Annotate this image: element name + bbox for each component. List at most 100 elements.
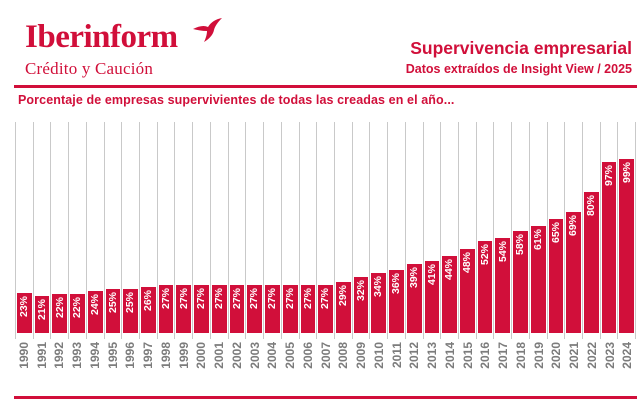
x-axis-label: 2020: [549, 342, 564, 369]
bar-2022: 80%: [584, 192, 599, 333]
x-axis-cell: 1998: [157, 342, 175, 392]
bar-2004: 27%: [265, 285, 280, 333]
chart-column-1992: 22%: [50, 122, 68, 333]
bar-value-label: 48%: [461, 252, 474, 274]
chart-column-2005: 27%: [280, 122, 299, 333]
x-axis-label: 2019: [531, 342, 546, 369]
x-axis-cell: 1991: [33, 342, 51, 392]
bar-2011: 36%: [389, 270, 404, 333]
x-axis-label: 2017: [496, 342, 511, 369]
axis-tick: [369, 333, 387, 339]
axis-tick: [50, 333, 68, 339]
x-axis-label: 1996: [123, 342, 138, 369]
bar-1991: 21%: [34, 296, 50, 333]
axis-tick: [103, 333, 122, 339]
axis-tick: [351, 333, 370, 339]
x-axis-label: 2014: [442, 342, 457, 369]
bar-2001: 27%: [211, 285, 227, 333]
chart-title: Porcentaje de empresas supervivientes de…: [18, 93, 455, 107]
bar-value-label: 23%: [18, 296, 31, 318]
chart-column-2020: 65%: [546, 122, 565, 333]
bar-1996: 25%: [123, 289, 139, 333]
axis-tick: [528, 333, 547, 339]
x-axis-cell: 2021: [565, 342, 583, 392]
chart-column-1995: 25%: [103, 122, 122, 333]
bar-value-label: 32%: [354, 280, 367, 302]
axis-tick: [422, 333, 441, 339]
axis-tick: [32, 333, 51, 339]
bar-2015: 48%: [459, 249, 475, 333]
axis-tick: [174, 333, 192, 339]
axis-tick: [156, 333, 175, 339]
x-axis-label: 2018: [513, 342, 528, 369]
x-axis-cell: 2020: [548, 342, 566, 392]
bar-value-label: 27%: [301, 288, 314, 310]
bar-value-label: 27%: [213, 288, 226, 310]
chart-column-1991: 21%: [32, 122, 51, 333]
bar-2024: 99%: [619, 159, 635, 333]
x-axis-label: 2011: [389, 342, 404, 369]
axis-tick: [599, 333, 618, 339]
chart-column-2024: 99%: [617, 122, 635, 333]
page-title: Supervivencia empresarial: [410, 38, 632, 58]
datasource-label: Datos extraídos de Insight View / 2025: [405, 62, 632, 77]
bar-1997: 26%: [141, 287, 156, 333]
bar-1998: 27%: [158, 285, 174, 333]
x-axis-label: 1994: [87, 342, 102, 369]
bar-value-label: 21%: [35, 299, 48, 321]
axis-tick: [546, 333, 565, 339]
brand-subbrand: Crédito y Caución: [25, 59, 154, 78]
chart-column-2010: 34%: [369, 122, 387, 333]
axis-tick: [209, 333, 228, 339]
chart-column-1994: 24%: [85, 122, 104, 333]
x-axis-label: 2010: [371, 342, 386, 369]
axis-tick: [245, 333, 263, 339]
axis-tick: [457, 333, 476, 339]
x-axis-label: 2007: [318, 342, 333, 369]
bar-2000: 27%: [194, 285, 209, 333]
x-axis-cell: 2022: [583, 342, 601, 392]
x-axis-cell: 2019: [530, 342, 548, 392]
bar-value-label: 27%: [195, 288, 208, 310]
bar-2003: 27%: [247, 285, 263, 333]
x-axis: 1990 1991 1992 1993 1994 1995 1996 1997 1998 1999…: [15, 342, 636, 392]
bar-value-label: 27%: [319, 288, 332, 310]
bar-2017: 54%: [495, 238, 511, 333]
chart-column-2002: 27%: [227, 122, 246, 333]
x-axis-cell: 2009: [352, 342, 370, 392]
ticks-row: [15, 333, 636, 339]
axis-tick: [280, 333, 299, 339]
x-axis-cell: 1995: [104, 342, 122, 392]
x-axis-cell: 2018: [512, 342, 530, 392]
axis-tick: [511, 333, 529, 339]
bar-2016: 52%: [477, 241, 493, 333]
bar-value-label: 97%: [602, 165, 615, 187]
bar-value-label: 27%: [230, 288, 243, 310]
bottom-divider: [14, 396, 637, 399]
bar-value-label: 24%: [88, 294, 101, 316]
bar-value-label: 27%: [177, 288, 190, 310]
x-axis-label: 2000: [194, 342, 209, 369]
axis-tick: [68, 333, 86, 339]
bar-2006: 27%: [300, 285, 316, 333]
x-axis-label: 2023: [602, 342, 617, 369]
x-axis-label: 1995: [105, 342, 120, 369]
bar-2007: 27%: [318, 285, 333, 333]
bar-value-label: 27%: [248, 288, 261, 310]
chart-column-2012: 39%: [404, 122, 423, 333]
x-axis-cell: 2017: [494, 342, 512, 392]
bar-value-label: 36%: [390, 273, 403, 295]
bar-2012: 39%: [406, 264, 422, 333]
x-axis-label: 1991: [34, 342, 49, 369]
x-axis-label: 2004: [265, 342, 280, 369]
x-axis-label: 2012: [407, 342, 422, 369]
x-axis-cell: 2024: [619, 342, 637, 392]
bar-2005: 27%: [282, 285, 298, 333]
bar-2023: 97%: [601, 162, 617, 333]
x-axis-cell: 2016: [477, 342, 495, 392]
chart-column-1998: 27%: [156, 122, 175, 333]
axis-tick: [493, 333, 511, 339]
axis-tick: [387, 333, 405, 339]
chart-column-2008: 29%: [333, 122, 352, 333]
